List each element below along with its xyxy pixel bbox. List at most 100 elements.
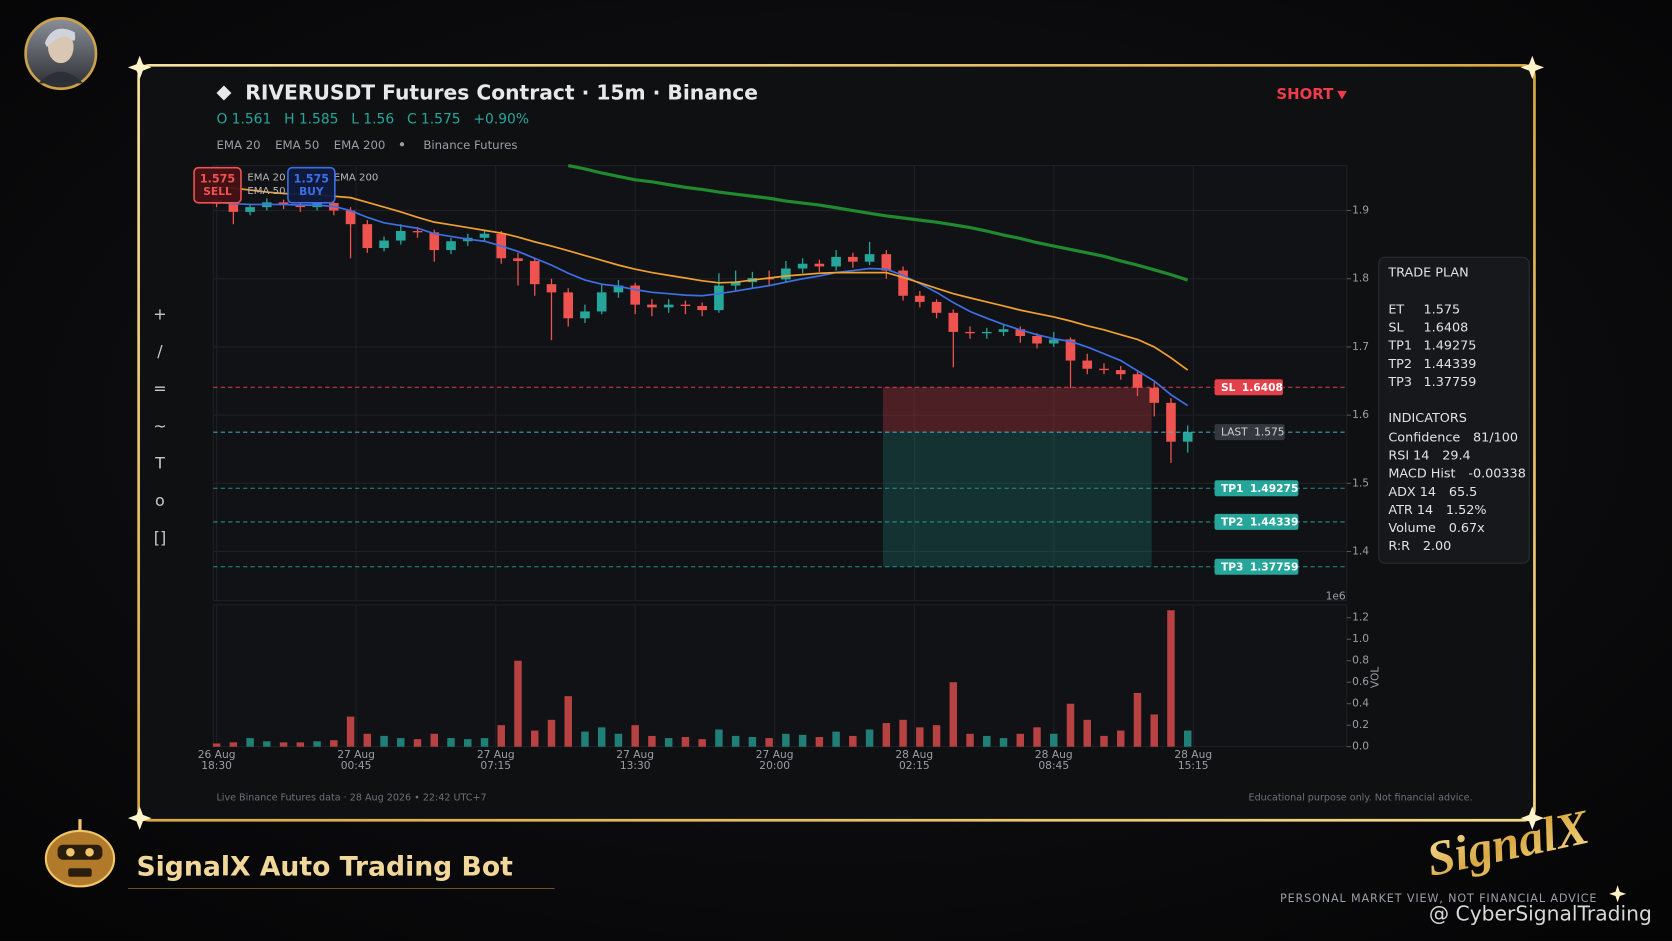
volume-bar [514, 660, 522, 747]
level-tag [1214, 424, 1285, 441]
indicator-value: 0.67x [1449, 521, 1485, 536]
level-name: TP2 [1221, 515, 1244, 528]
ohlc-label: C [407, 112, 417, 128]
handle: @ CyberSignalTrading [1429, 902, 1652, 926]
tool-button[interactable]: [] [154, 528, 166, 547]
volume-bar [313, 741, 321, 747]
volume-bar [1150, 714, 1158, 747]
volume-bar [832, 731, 840, 747]
volume-bar [296, 742, 305, 747]
ema-line [567, 163, 1189, 282]
volume-bar [614, 733, 623, 747]
panel-title: TRADE PLAN [1387, 266, 1468, 281]
risk-zone [882, 387, 1152, 433]
legend-source: Binance Futures [423, 138, 517, 152]
legend-item: EMA 200 [334, 138, 386, 152]
y-tick-label: 1.9 [1352, 204, 1369, 217]
indicator-key: ADX 14 [1388, 484, 1436, 499]
plan-key: ET [1388, 302, 1404, 317]
volume-bar [932, 725, 941, 747]
y-tick-label: 1.6 [1352, 408, 1369, 421]
level-value: 1.37759 [1250, 560, 1299, 573]
volume-bar [497, 725, 505, 747]
volume-bar [999, 738, 1008, 747]
tool-button[interactable]: o [155, 491, 165, 510]
indicator-row: R:R 2.00 [1388, 539, 1451, 554]
volume-bar [949, 682, 958, 747]
volume-bar [564, 696, 572, 747]
y-offset: 1e6 [1326, 589, 1346, 602]
ema-line [216, 185, 1189, 371]
volume-bar [480, 738, 489, 747]
level-value: 1.49275 [1250, 482, 1299, 495]
x-tick-line: 13:30 [620, 759, 651, 772]
candle-body [931, 301, 942, 313]
legend-bullet [399, 142, 405, 147]
candle-body [781, 268, 791, 280]
x-tick-line: 27 Aug [477, 748, 515, 761]
ohlc-label: O [216, 112, 227, 128]
x-tick-line: 27 Aug [337, 748, 375, 761]
candle-body [563, 292, 574, 319]
volume-bar [765, 738, 773, 747]
volume-bar [263, 741, 271, 747]
volume-bar [212, 743, 221, 747]
footer-right: Educational purpose only. Not financial … [1249, 792, 1473, 803]
x-tick-line: 27 Aug [616, 748, 654, 761]
tool-button[interactable]: + [153, 304, 166, 323]
volume-bar [681, 737, 690, 747]
indicator-value: 1.52% [1446, 502, 1487, 517]
avatar [24, 17, 98, 91]
x-tick-line: 28 Aug [895, 748, 933, 761]
volume-bar [815, 737, 824, 747]
candle-body [295, 205, 306, 208]
volume-bar [1183, 730, 1192, 747]
indicator-value: 2.00 [1423, 539, 1451, 554]
indicator-key: R:R [1388, 539, 1410, 554]
indicator-row: Confidence 81/100 [1388, 430, 1518, 445]
candle-body [228, 203, 239, 212]
candle-body [479, 233, 490, 238]
volume-y-tick-label: 0.6 [1352, 675, 1369, 688]
badge-label[interactable]: BUY [299, 185, 324, 198]
volume-y-tick-label: 0.2 [1352, 718, 1369, 731]
reward-zone [882, 432, 1152, 567]
level-tag [1214, 480, 1299, 497]
tool-button[interactable]: = [153, 379, 166, 398]
tool-button[interactable]: T [154, 454, 165, 473]
candle-body [998, 329, 1009, 332]
volume-bar [447, 738, 455, 747]
volume-bar [1167, 610, 1175, 747]
volume-bar [346, 716, 355, 747]
volume-bar [631, 725, 639, 747]
trade-plan-panel [1378, 256, 1530, 564]
plan-row: TP1 1.49275 [1387, 338, 1476, 353]
badge-label[interactable]: SELL [203, 185, 232, 198]
volume-bar [966, 733, 974, 747]
tool-button[interactable]: ~ [153, 416, 166, 435]
volume-bar [1066, 703, 1075, 747]
tool-button[interactable]: / [157, 342, 163, 361]
y-tick-label: 1.5 [1352, 476, 1369, 489]
x-tick-line: 07:15 [480, 759, 511, 772]
candle-body [1149, 387, 1160, 403]
x-tick-label: 28 Aug 15:15 [1174, 748, 1212, 772]
x-tick-line: 02:15 [899, 759, 930, 772]
x-tick-label: 27 Aug 00:45 [337, 748, 375, 772]
x-tick-label: 27 Aug 13:30 [616, 748, 654, 772]
candle-body [680, 304, 691, 307]
level-value: 1.575 [1254, 426, 1285, 439]
price-pane [212, 164, 1348, 602]
volume-bar [1033, 727, 1041, 747]
candle-body [864, 254, 875, 262]
overlay-legend: EMA 200 [334, 172, 379, 183]
y-tick-label: 1.8 [1352, 272, 1369, 285]
volume-y-tick-label: 0.0 [1352, 740, 1369, 753]
volume-bar [547, 719, 556, 747]
indicator-value: 65.5 [1449, 484, 1477, 499]
volume-bar [865, 729, 874, 747]
candle-body [797, 263, 808, 269]
ohlc-label: H [284, 112, 294, 128]
plan-value: 1.49275 [1424, 338, 1477, 353]
candle-body [981, 331, 992, 334]
